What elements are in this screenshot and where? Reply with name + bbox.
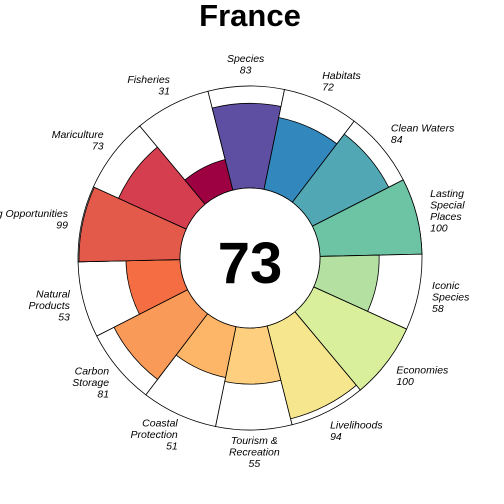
label-value-livelihoods: 94 xyxy=(330,431,342,443)
label-value-natural-products: 53 xyxy=(58,311,70,323)
petal-layer xyxy=(77,85,423,431)
label-name-iconic-species: Iconic Species xyxy=(432,280,470,304)
label-value-artisanal-fishing-opportunities: 99 xyxy=(56,219,68,231)
label-value-tourism-recreation: 55 xyxy=(249,458,261,470)
center-circle xyxy=(179,187,321,329)
label-name-fisheries: Fisheries xyxy=(127,74,170,86)
label-value-lasting-special-places: 100 xyxy=(430,222,448,234)
label-name-clean-waters: Clean Waters xyxy=(391,122,455,134)
label-value-species: 83 xyxy=(240,64,252,76)
label-value-habitats: 72 xyxy=(322,82,334,94)
chart-title: France xyxy=(199,0,301,33)
label-value-carbon-storage: 81 xyxy=(97,388,109,400)
label-name-species: Species xyxy=(227,53,265,65)
label-value-clean-waters: 84 xyxy=(391,134,403,146)
label-name-livelihoods: Livelihoods xyxy=(330,420,383,432)
label-value-coastal-protection: 51 xyxy=(166,441,178,453)
label-value-fisheries: 31 xyxy=(158,85,170,97)
label-name-economies: Economies xyxy=(396,364,449,376)
label-name-mariculture: Mariculture xyxy=(52,129,104,141)
overall-score: 73 xyxy=(218,231,283,296)
label-value-mariculture: 73 xyxy=(92,141,104,153)
label-name-habitats: Habitats xyxy=(322,70,361,82)
label-name-natural-products: Natural Products xyxy=(28,288,70,312)
label-value-iconic-species: 58 xyxy=(432,303,444,315)
label-name-lasting-special-places: Lasting Special Places xyxy=(430,188,465,223)
label-name-coastal-protection: Coastal Protection xyxy=(130,418,178,442)
label-name-artisanal-fishing-opportunities: Artisanal Fishing Opportunities xyxy=(0,208,69,220)
label-name-tourism-recreation: Tourism & Recreation xyxy=(229,435,280,459)
label-value-economies: 100 xyxy=(396,376,414,388)
label-name-carbon-storage: Carbon Storage xyxy=(72,365,109,389)
